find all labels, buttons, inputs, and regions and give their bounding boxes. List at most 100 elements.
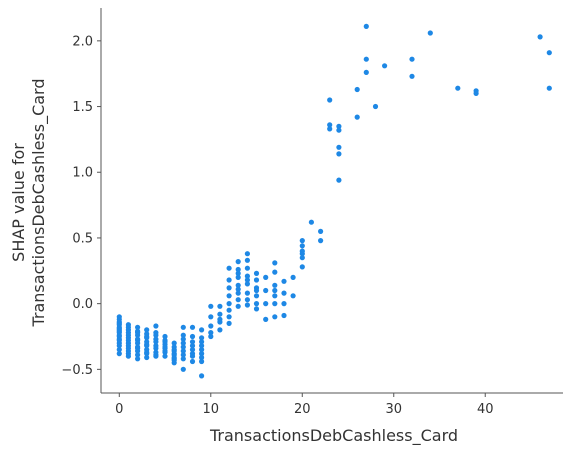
data-point [226,265,232,271]
data-point [180,344,186,350]
data-point [272,269,278,275]
data-point [189,358,196,365]
data-point [253,306,260,312]
data-point [336,144,342,150]
x-tick-label: 10 [203,402,220,417]
data-point [235,290,241,296]
y-tick-label: 0.0 [72,297,93,312]
data-point [299,264,305,270]
data-point [180,324,186,330]
data-point [189,333,196,340]
data-point [144,333,150,340]
x-ticks: 0 10 20 30 40 [115,393,494,417]
y-tick-label: 2.0 [72,34,93,49]
data-point [363,69,369,75]
data-point [180,332,186,338]
y-tick-label: −0.5 [61,363,93,378]
data-point [135,330,141,336]
data-point [409,73,415,79]
data-point [116,314,122,320]
data-point [189,353,196,359]
data-point [226,314,232,320]
data-point [244,251,250,257]
data-point [299,243,305,249]
data-point [281,290,287,296]
data-point [199,327,205,333]
points-layer [116,23,552,379]
data-point [199,339,205,345]
data-point [180,348,186,354]
data-point [208,333,214,340]
data-point [144,341,150,347]
data-point [263,287,269,294]
data-point [537,34,543,40]
data-point [473,90,479,96]
data-point [263,274,269,280]
data-point [217,316,223,322]
x-tick-label: 40 [477,402,494,417]
data-point [253,301,260,307]
data-point [244,277,250,283]
data-point [244,273,250,279]
data-point [244,265,250,271]
data-point [244,302,250,308]
data-point [409,56,415,62]
data-point [226,293,232,299]
data-point [272,260,278,266]
data-point [153,323,159,329]
data-point [235,303,241,309]
data-point [226,277,232,283]
data-point [144,327,150,333]
data-point [208,314,214,320]
y-axis-label-line-2: TransactionsDebCashless_Card [29,78,49,327]
data-point [272,301,278,307]
data-point [336,123,342,129]
data-point [308,219,314,225]
data-point [546,50,552,56]
data-point [455,85,461,91]
data-point [327,97,333,103]
data-point [199,354,205,361]
data-point [162,353,168,359]
data-point [189,339,196,345]
data-point [199,335,205,341]
data-point [382,63,388,69]
data-point [208,323,214,329]
data-point [336,127,342,133]
data-point [116,351,122,357]
x-axis-label: TransactionsDebCashless_Card [209,426,458,446]
data-point [327,122,333,128]
data-point [162,344,168,350]
data-point [244,290,250,296]
data-point [171,340,177,346]
y-tick-label: 1.5 [72,100,93,115]
data-point [144,354,150,361]
data-point [162,348,168,354]
y-tick-label: 0.5 [72,231,93,246]
data-point [199,373,205,379]
x-tick-label: 30 [385,402,402,417]
data-point [189,343,196,349]
data-point [244,281,250,287]
data-point [290,274,296,280]
data-point [281,278,287,284]
data-point [235,270,241,276]
data-point [318,238,324,244]
data-point [253,270,260,276]
data-point [372,103,379,110]
data-point [171,357,177,363]
data-point [235,266,241,273]
data-point [253,277,260,283]
data-point [199,347,205,353]
data-point [226,285,232,291]
y-axis-label-line-1: SHAP value for [9,143,28,262]
data-point [153,345,159,351]
data-point [263,316,269,322]
data-point [253,293,260,299]
data-point [153,352,159,358]
data-point [199,351,205,357]
data-point [180,336,186,342]
data-point [281,312,287,319]
